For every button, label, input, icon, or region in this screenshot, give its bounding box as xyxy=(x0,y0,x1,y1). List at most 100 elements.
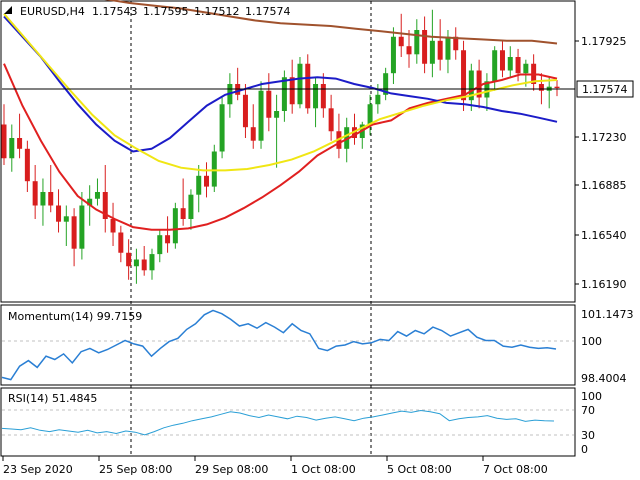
momentum-panel-frame xyxy=(0,304,576,386)
candle-body xyxy=(188,194,194,219)
candle-body xyxy=(281,77,287,111)
candle-body xyxy=(328,108,334,132)
rsi-tick-label: 70 xyxy=(581,404,595,417)
momentum-line xyxy=(1,309,557,381)
momentum-tick-label: 101.1473 xyxy=(581,308,634,321)
momentum-title: Momentum(14) 99.7159 xyxy=(8,310,142,323)
candle-body xyxy=(453,36,459,51)
price-panel-frame xyxy=(0,0,576,303)
candle-body xyxy=(320,84,326,109)
rsi-tick-label: 100 xyxy=(581,390,602,403)
price-axis: 1.17925 1.17230 1.16885 1.16540 1.16190 xyxy=(575,35,627,291)
candle-body xyxy=(437,40,443,60)
close-value: 1.17574 xyxy=(245,5,291,18)
candle-body xyxy=(242,94,248,128)
time-tick-label: 5 Oct 08:00 xyxy=(387,463,452,476)
candle-body xyxy=(149,254,155,271)
candle-body xyxy=(344,127,350,149)
candle-body xyxy=(538,84,544,91)
price-tick-label: 1.16190 xyxy=(581,278,627,291)
rsi-title: RSI(14) 51.4845 xyxy=(8,392,97,405)
candle-body xyxy=(414,30,420,55)
candle-body xyxy=(383,73,389,95)
candle-body xyxy=(375,94,381,105)
candle-body xyxy=(468,70,474,101)
low-value: 1.17512 xyxy=(194,5,240,18)
price-tick-label: 1.16540 xyxy=(581,229,627,242)
candle-body xyxy=(118,232,124,253)
time-axis: 23 Sep 2020 25 Sep 08:00 29 Sep 08:00 1 … xyxy=(2,456,548,476)
price-tick-label: 1.16885 xyxy=(581,179,627,192)
candle-body xyxy=(126,252,132,267)
time-tick-label: 7 Oct 08:00 xyxy=(483,463,548,476)
candle-body xyxy=(204,175,210,187)
candle-body xyxy=(274,111,280,118)
candle-body xyxy=(429,40,435,64)
moving-average-lines xyxy=(3,0,558,231)
candle-body xyxy=(461,50,467,101)
rsi-line xyxy=(1,409,555,436)
candle-body xyxy=(172,208,178,244)
candle-body xyxy=(133,259,139,267)
rsi-tick-label: 0 xyxy=(581,443,588,456)
candle-body xyxy=(305,63,311,109)
candle-body xyxy=(289,77,295,105)
candle-body xyxy=(422,30,428,64)
price-tick-label: 1.17230 xyxy=(581,131,627,144)
time-tick-label: 23 Sep 2020 xyxy=(3,463,73,476)
momentum-series xyxy=(1,309,557,381)
high-value: 1.17595 xyxy=(143,5,189,18)
candle-body xyxy=(1,124,7,159)
candle-body xyxy=(507,57,513,71)
symbol-triangle-icon[interactable] xyxy=(4,6,12,14)
price-tick-label: 1.17925 xyxy=(581,35,627,48)
candle-body xyxy=(219,104,225,152)
candle-body xyxy=(313,84,319,109)
time-tick-label: 1 Oct 08:00 xyxy=(291,463,356,476)
momentum-tick-label: 98.4004 xyxy=(581,372,627,385)
ma-yellow-line xyxy=(3,13,558,172)
time-tick-label: 29 Sep 08:00 xyxy=(195,463,268,476)
ma-red-line xyxy=(3,63,558,231)
candle-body xyxy=(390,36,396,74)
candle-body xyxy=(523,63,529,74)
candle-body xyxy=(266,90,272,118)
candle-body xyxy=(258,90,264,141)
candle-body xyxy=(165,235,171,244)
candle-body xyxy=(211,151,217,187)
candle-body xyxy=(180,208,186,219)
candle-body xyxy=(17,138,23,149)
candle-body xyxy=(94,192,100,199)
candle-body xyxy=(406,46,412,55)
rsi-series xyxy=(1,409,555,436)
candle-body xyxy=(63,216,69,222)
rsi-panel-frame xyxy=(0,387,576,457)
candle-body xyxy=(515,57,521,74)
candle-body xyxy=(9,138,15,159)
current-price-label: 1.17574 xyxy=(582,83,628,96)
symbol-label: EURUSD,H4 xyxy=(20,5,85,18)
candle-body xyxy=(250,127,256,141)
candle-body xyxy=(476,70,482,98)
rsi-tick-label: 30 xyxy=(581,429,595,442)
candle-body xyxy=(40,192,46,206)
candle-body xyxy=(102,192,108,219)
candle-body xyxy=(141,259,147,271)
candle-body xyxy=(196,175,202,195)
candle-body xyxy=(110,219,116,233)
candle-body xyxy=(398,36,404,47)
candle-body xyxy=(87,198,93,206)
candle-body xyxy=(367,104,373,125)
time-tick-label: 25 Sep 08:00 xyxy=(99,463,172,476)
candle-body xyxy=(24,148,30,182)
candle-body xyxy=(48,192,54,206)
momentum-tick-label: 100 xyxy=(581,335,602,348)
ma-brown-line xyxy=(104,0,558,45)
current-price-badge: 1.17574 xyxy=(576,80,634,98)
candle-body xyxy=(554,86,560,89)
candle-body xyxy=(499,50,505,71)
candle-body xyxy=(157,235,163,255)
candle-body xyxy=(492,50,498,82)
candle-body xyxy=(79,205,85,249)
